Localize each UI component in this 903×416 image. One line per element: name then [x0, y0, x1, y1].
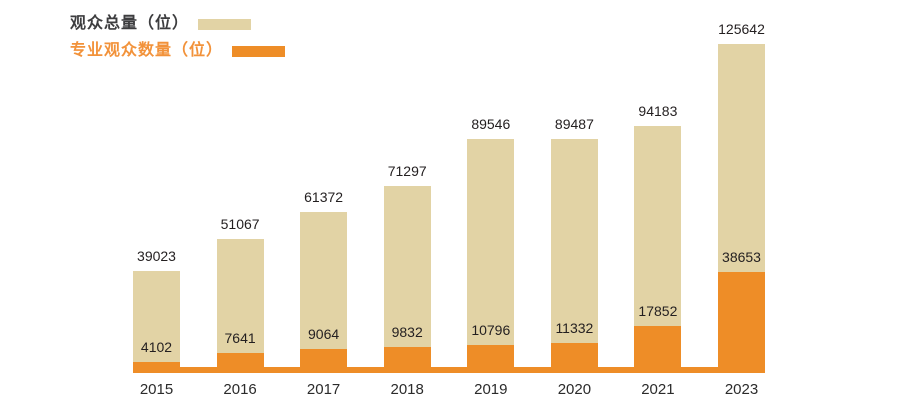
total-value-label: 94183 [638, 103, 678, 120]
bar-group: 94183 17852 2021 [634, 0, 682, 397]
year-label: 2018 [390, 381, 424, 398]
total-bar [550, 138, 598, 373]
year-label: 2015 [139, 381, 174, 398]
legend-item-total: 观众总量（位） [70, 13, 285, 35]
professional-value-label: 17852 [638, 303, 678, 320]
bar-group: 125642 38653 2023 [718, 0, 765, 397]
professional-bar [133, 362, 180, 373]
professional-value-label: 4102 [140, 339, 173, 356]
total-value-label: 89487 [554, 115, 594, 132]
legend-label-professional: 专业观众数量（位） [70, 42, 224, 59]
bar-group: 39023 4102 2015 [133, 0, 180, 397]
legend-swatch-total-icon [198, 18, 252, 30]
plot-area: 39023 4102 2015 51067 7641 2016 61372 9064 2017 7… [133, 0, 765, 397]
professional-value-label: 38653 [722, 248, 761, 265]
year-label: 2021 [641, 381, 675, 398]
total-bar [216, 239, 264, 373]
year-label: 2016 [223, 381, 257, 398]
professional-bar [634, 326, 682, 373]
professional-bar [467, 344, 515, 373]
professional-bar [216, 353, 264, 373]
total-value-label: 51067 [220, 216, 260, 233]
total-value-label: 89546 [471, 115, 511, 132]
professional-bar [718, 271, 765, 373]
professional-value-label: 9832 [391, 324, 423, 341]
total-bar [133, 270, 180, 373]
bar-group: 89487 11332 2020 [550, 0, 598, 397]
professional-value-label: 10796 [471, 321, 511, 338]
professional-bar [550, 343, 598, 373]
professional-value-label: 11332 [555, 320, 594, 337]
total-value-label: 61372 [304, 189, 344, 206]
total-value-label: 125642 [718, 21, 765, 37]
professional-value-label: 9064 [308, 326, 340, 343]
year-label: 2019 [474, 381, 508, 398]
bar-group: 51067 7641 2016 [216, 0, 264, 397]
year-label: 2017 [306, 381, 341, 398]
legend-item-professional: 专业观众数量（位） [70, 40, 286, 62]
legend-label-total: 观众总量（位） [70, 15, 190, 32]
total-value-label: 39023 [137, 247, 176, 264]
legend: 观众总量（位） 专业观众数量（位） [70, 13, 286, 67]
total-bar [383, 186, 431, 373]
year-label: 2023 [724, 381, 759, 398]
total-bar [300, 212, 348, 373]
bar-group: 71297 9832 2018 [383, 0, 431, 397]
professional-bar [383, 347, 431, 373]
year-label: 2020 [557, 381, 592, 398]
total-value-label: 71297 [387, 163, 427, 180]
professional-value-label: 7641 [224, 330, 256, 346]
legend-swatch-professional-icon [232, 45, 286, 57]
baseline-strip [133, 367, 765, 373]
bar-group: 61372 9064 2017 [300, 0, 348, 397]
bar-group: 89546 10796 2019 [467, 0, 515, 397]
total-bar [467, 138, 515, 373]
professional-bar [300, 349, 348, 373]
